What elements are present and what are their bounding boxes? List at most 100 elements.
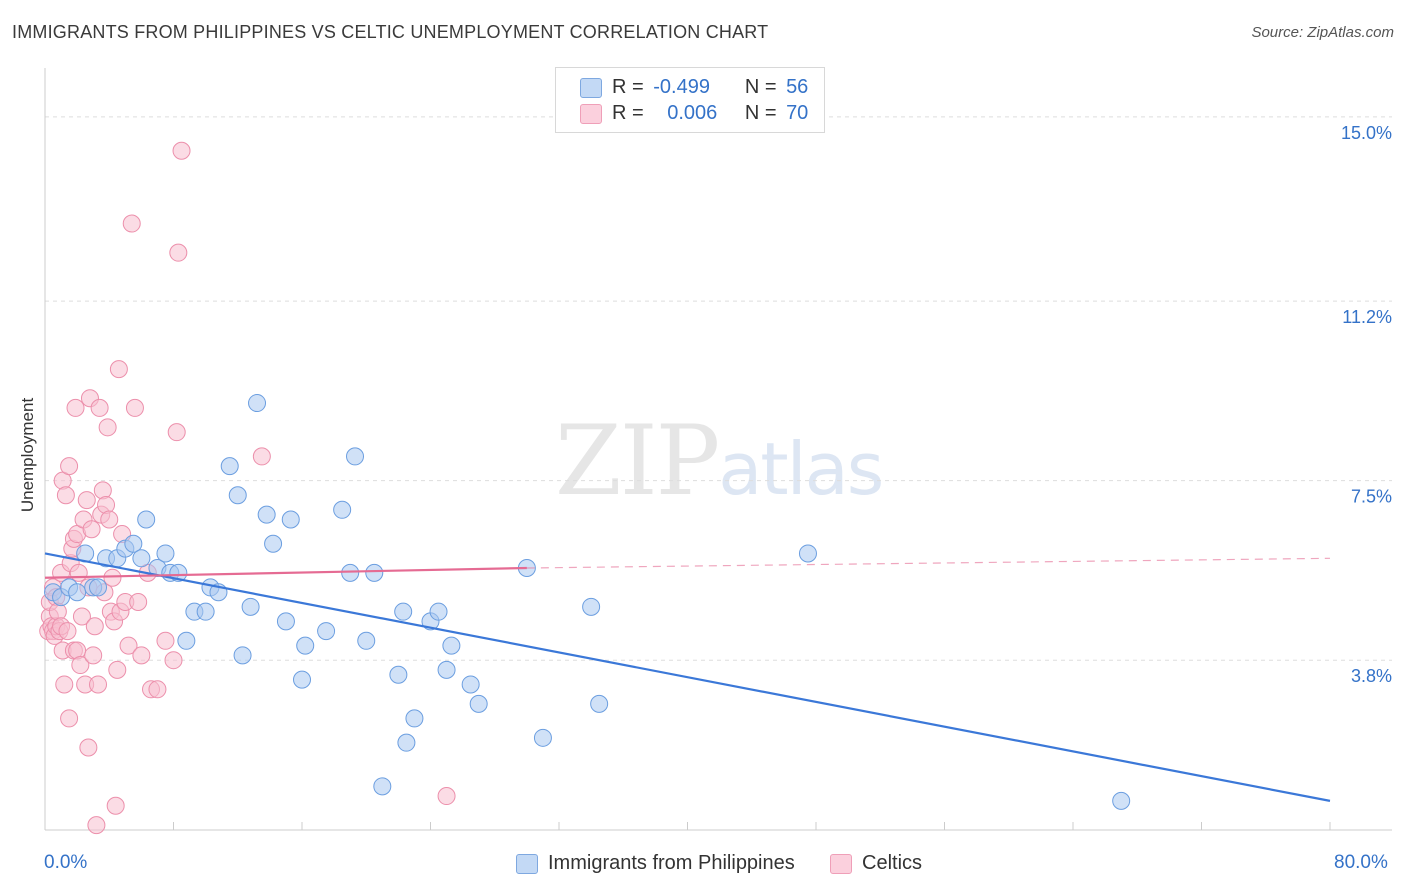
data-point-celtics bbox=[58, 622, 77, 641]
watermark-zip: ZIP bbox=[555, 405, 720, 517]
data-point-philippines bbox=[257, 505, 276, 524]
data-point-celtics bbox=[164, 651, 183, 670]
y-tick-label: 11.2% bbox=[1342, 307, 1392, 327]
data-point-celtics bbox=[97, 495, 116, 514]
data-point-celtics bbox=[68, 641, 87, 660]
data-point-celtics bbox=[72, 607, 91, 626]
data-point-philippines bbox=[293, 670, 311, 689]
data-point-celtics bbox=[119, 636, 138, 655]
watermark: ZIPatlas bbox=[555, 405, 884, 517]
legend-row-philippines: R = -0.499 N = 56 bbox=[580, 76, 808, 100]
data-point-philippines bbox=[248, 394, 267, 413]
data-point-celtics bbox=[106, 796, 125, 815]
data-point-philippines bbox=[365, 563, 384, 582]
y-tick-label: 15.0% bbox=[1341, 123, 1392, 143]
data-point-philippines bbox=[276, 612, 295, 631]
data-point-celtics bbox=[122, 214, 141, 233]
data-point-philippines bbox=[341, 563, 360, 582]
data-point-philippines bbox=[590, 694, 609, 713]
data-point-philippines bbox=[429, 602, 448, 621]
data-point-philippines bbox=[169, 563, 188, 582]
legend-n-value: 56 bbox=[786, 76, 809, 98]
x-tick-label-min: 0.0% bbox=[44, 852, 88, 873]
legend-r-value: -0.499 bbox=[653, 76, 710, 98]
y-tick-label: 3.8% bbox=[1351, 666, 1392, 686]
trend-line-philippines bbox=[44, 552, 1331, 802]
data-point-celtics bbox=[79, 738, 98, 757]
bottom-legend-celtics: Celtics bbox=[830, 852, 922, 875]
data-point-philippines bbox=[264, 534, 283, 553]
data-point-celtics bbox=[48, 602, 67, 621]
series-philippines bbox=[44, 394, 1131, 810]
data-point-philippines bbox=[124, 534, 143, 553]
data-point-celtics bbox=[77, 491, 96, 510]
data-point-philippines bbox=[346, 447, 365, 466]
trend-line-celtics bbox=[44, 566, 527, 579]
data-point-celtics bbox=[66, 398, 85, 417]
data-point-philippines bbox=[461, 675, 480, 694]
legend-n-value: 70 bbox=[786, 102, 809, 124]
source-credit: Source: ZipAtlas.com bbox=[1251, 24, 1394, 41]
data-point-philippines bbox=[89, 578, 108, 597]
chart-title: IMMIGRANTS FROM PHILIPPINES VS CELTIC UN… bbox=[12, 22, 769, 42]
data-point-philippines bbox=[533, 728, 552, 747]
data-point-celtics bbox=[129, 592, 148, 611]
y-tick-label: 7.5% bbox=[1351, 487, 1392, 507]
data-point-philippines bbox=[437, 660, 456, 679]
data-point-philippines bbox=[281, 510, 300, 529]
data-point-philippines bbox=[296, 636, 315, 655]
trend-lines bbox=[44, 552, 1331, 802]
data-point-celtics bbox=[87, 816, 106, 835]
data-point-celtics bbox=[125, 398, 144, 417]
correlation-legend: R = -0.499 N = 56 R = 0.006 N = 70 bbox=[555, 67, 825, 133]
data-point-philippines bbox=[68, 583, 87, 602]
legend-n-label: N = bbox=[744, 76, 777, 98]
axes bbox=[44, 68, 1392, 831]
data-point-philippines bbox=[156, 544, 175, 563]
tick-labels: 3.8% 7.5% 11.2% 15.0% bbox=[1341, 123, 1392, 686]
legend-r-value: 0.006 bbox=[667, 102, 718, 124]
data-point-celtics bbox=[156, 631, 175, 650]
data-point-celtics bbox=[108, 660, 127, 679]
data-point-philippines bbox=[196, 602, 215, 621]
bottom-legend-label: Immigrants from Philippines bbox=[548, 852, 795, 874]
data-point-celtics bbox=[93, 481, 112, 500]
bottom-legend-philippines: Immigrants from Philippines bbox=[516, 852, 795, 875]
data-point-philippines bbox=[469, 694, 488, 713]
bottom-legend-label: Celtics bbox=[862, 852, 923, 874]
data-point-celtics bbox=[148, 680, 167, 699]
data-point-celtics bbox=[100, 510, 119, 529]
data-point-celtics bbox=[132, 646, 151, 665]
data-point-celtics bbox=[84, 646, 103, 665]
data-point-celtics bbox=[69, 563, 88, 582]
legend-swatch-blue bbox=[580, 77, 602, 98]
data-point-philippines bbox=[389, 665, 408, 684]
data-point-philippines bbox=[137, 510, 156, 529]
series-celtics bbox=[39, 141, 456, 835]
data-point-philippines bbox=[798, 544, 817, 563]
data-point-philippines bbox=[397, 733, 416, 752]
data-point-celtics bbox=[169, 243, 188, 262]
bottom-legend-swatch-blue bbox=[516, 853, 538, 874]
data-point-celtics bbox=[252, 447, 271, 466]
legend-r-label: R = bbox=[612, 102, 644, 124]
data-point-celtics bbox=[167, 423, 186, 442]
data-point-celtics bbox=[172, 141, 191, 160]
data-point-celtics bbox=[109, 360, 128, 379]
data-point-celtics bbox=[60, 709, 79, 728]
data-point-celtics bbox=[437, 787, 456, 806]
data-point-philippines bbox=[132, 549, 151, 568]
data-point-celtics bbox=[90, 398, 109, 417]
watermark-atlas: atlas bbox=[718, 427, 884, 511]
data-point-celtics bbox=[71, 656, 90, 675]
data-point-philippines bbox=[442, 636, 461, 655]
legend-n-label: N = bbox=[744, 102, 777, 124]
data-point-philippines bbox=[228, 486, 247, 505]
data-point-philippines bbox=[394, 602, 413, 621]
data-point-celtics bbox=[85, 617, 104, 636]
x-tick-label-max: 80.0% bbox=[1334, 852, 1388, 873]
data-point-philippines bbox=[357, 631, 376, 650]
data-point-philippines bbox=[220, 457, 239, 476]
legend-swatch-pink bbox=[580, 103, 602, 124]
